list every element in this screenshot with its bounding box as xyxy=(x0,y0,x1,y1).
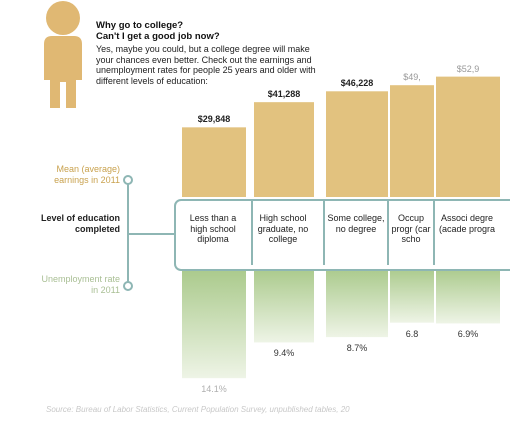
unemployment-value-label: 14.1% xyxy=(201,384,227,395)
earnings-bar xyxy=(436,76,500,197)
education-level-label: High school graduate, no college xyxy=(257,213,309,244)
earnings-value-label: $29,848 xyxy=(197,114,231,125)
earnings-value-label: $52,9 xyxy=(456,63,480,74)
intro-body: Yes, maybe you could, but a college degr… xyxy=(96,44,316,86)
earnings-bar xyxy=(254,102,314,197)
student-figure-icon xyxy=(44,1,82,108)
education-level-label: Occup progr (car scho xyxy=(391,213,431,244)
unemployment-value-label: 6.9% xyxy=(457,329,479,340)
earnings-bar xyxy=(326,91,388,197)
earnings-value-label: $46,228 xyxy=(340,78,374,89)
earnings-row-label: Mean (average) earnings in 2011 xyxy=(54,164,120,185)
unemployment-row-label: Unemployment rate in 2011 xyxy=(41,274,120,295)
earnings-bar xyxy=(182,127,246,197)
education-level-box xyxy=(174,199,510,271)
unemployment-value-label: 9.4% xyxy=(273,348,295,359)
level-row-label: Level of education completed xyxy=(40,213,120,234)
earnings-value-label: $49, xyxy=(403,72,421,83)
intro-question: Why go to college? Can't I get a good jo… xyxy=(96,20,316,42)
source-note: Source: Bureau of Labor Statistics, Curr… xyxy=(46,405,350,414)
unemployment-value-label: 6.8 xyxy=(405,328,419,339)
unemployment-bar xyxy=(326,267,388,338)
unemployment-bar xyxy=(254,267,314,343)
intro-question-line1: Why go to college? xyxy=(96,20,184,31)
earnings-value-label: $41,288 xyxy=(267,89,301,100)
unemployment-bar xyxy=(390,267,434,323)
education-level-label: Some college, no degree xyxy=(327,213,385,234)
unemployment-bar xyxy=(182,267,246,379)
intro-question-line2: Can't I get a good job now? xyxy=(96,31,220,42)
education-level-label: Less than a high school diploma xyxy=(189,213,237,244)
earnings-bar xyxy=(390,85,434,197)
unemployment-value-label: 8.7% xyxy=(346,343,368,354)
unemployment-bar xyxy=(436,267,500,324)
education-level-label: Associ degre (acade progra xyxy=(438,213,496,234)
